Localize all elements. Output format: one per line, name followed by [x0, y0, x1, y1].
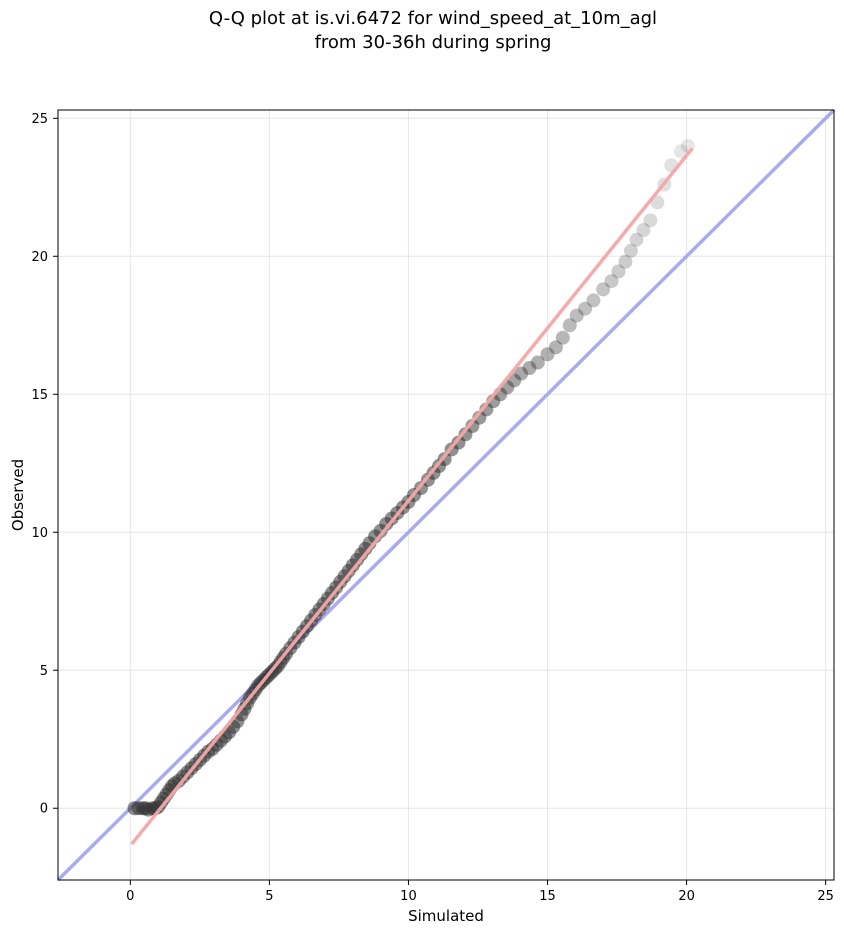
- qq-point: [548, 340, 563, 355]
- y-tick-label: 25: [31, 112, 48, 127]
- qq-point: [674, 144, 689, 159]
- y-tick-label: 20: [31, 250, 48, 265]
- x-tick-label: 10: [400, 889, 417, 904]
- x-tick-label: 5: [265, 889, 273, 904]
- qq-point: [586, 293, 601, 308]
- qq-point: [472, 410, 487, 425]
- qq-point: [514, 366, 529, 381]
- y-tick-label: 0: [40, 802, 48, 817]
- y-tick-label: 10: [31, 526, 48, 541]
- points-layer: [127, 138, 695, 817]
- qq-point: [650, 195, 665, 210]
- fit-layer: [130, 147, 694, 846]
- y-tick-label: 15: [31, 388, 48, 403]
- fit-line: [130, 147, 694, 846]
- qq-point: [522, 361, 537, 376]
- grid: [58, 110, 834, 880]
- x-tick-label: 25: [817, 889, 834, 904]
- plot-frame: [57, 109, 835, 881]
- ticks: 0 5 10 15 20 25 0 5 10 15 20 25: [31, 112, 833, 904]
- qq-point: [578, 301, 593, 316]
- qq-point: [507, 373, 522, 388]
- x-tick-label: 0: [126, 889, 134, 904]
- x-tick-label: 15: [539, 889, 556, 904]
- qq-point: [680, 138, 695, 153]
- y-tick-label: 5: [40, 664, 48, 679]
- y-axis-label: Observed: [9, 459, 27, 531]
- qq-point: [540, 347, 555, 362]
- x-axis-label: Simulated: [408, 907, 484, 925]
- qq-point: [611, 264, 626, 279]
- reference-layer: [56, 108, 836, 882]
- one-to-one-reference-line: [56, 108, 836, 882]
- qq-point: [636, 223, 651, 238]
- qq-point: [643, 213, 658, 228]
- qq-point: [623, 243, 638, 258]
- qq-point: [596, 282, 611, 297]
- x-tick-label: 20: [678, 889, 695, 904]
- chart-subtitle: from 30-36h during spring: [314, 32, 552, 53]
- qq-point: [629, 232, 644, 247]
- qq-point: [618, 254, 633, 269]
- qq-point: [569, 308, 584, 323]
- qq-point: [555, 330, 570, 345]
- chart-title: Q-Q plot at is.vi.6472 for wind_speed_at…: [208, 8, 658, 29]
- qq-point: [530, 355, 545, 370]
- qq-point: [562, 318, 577, 333]
- qq-point: [604, 274, 619, 289]
